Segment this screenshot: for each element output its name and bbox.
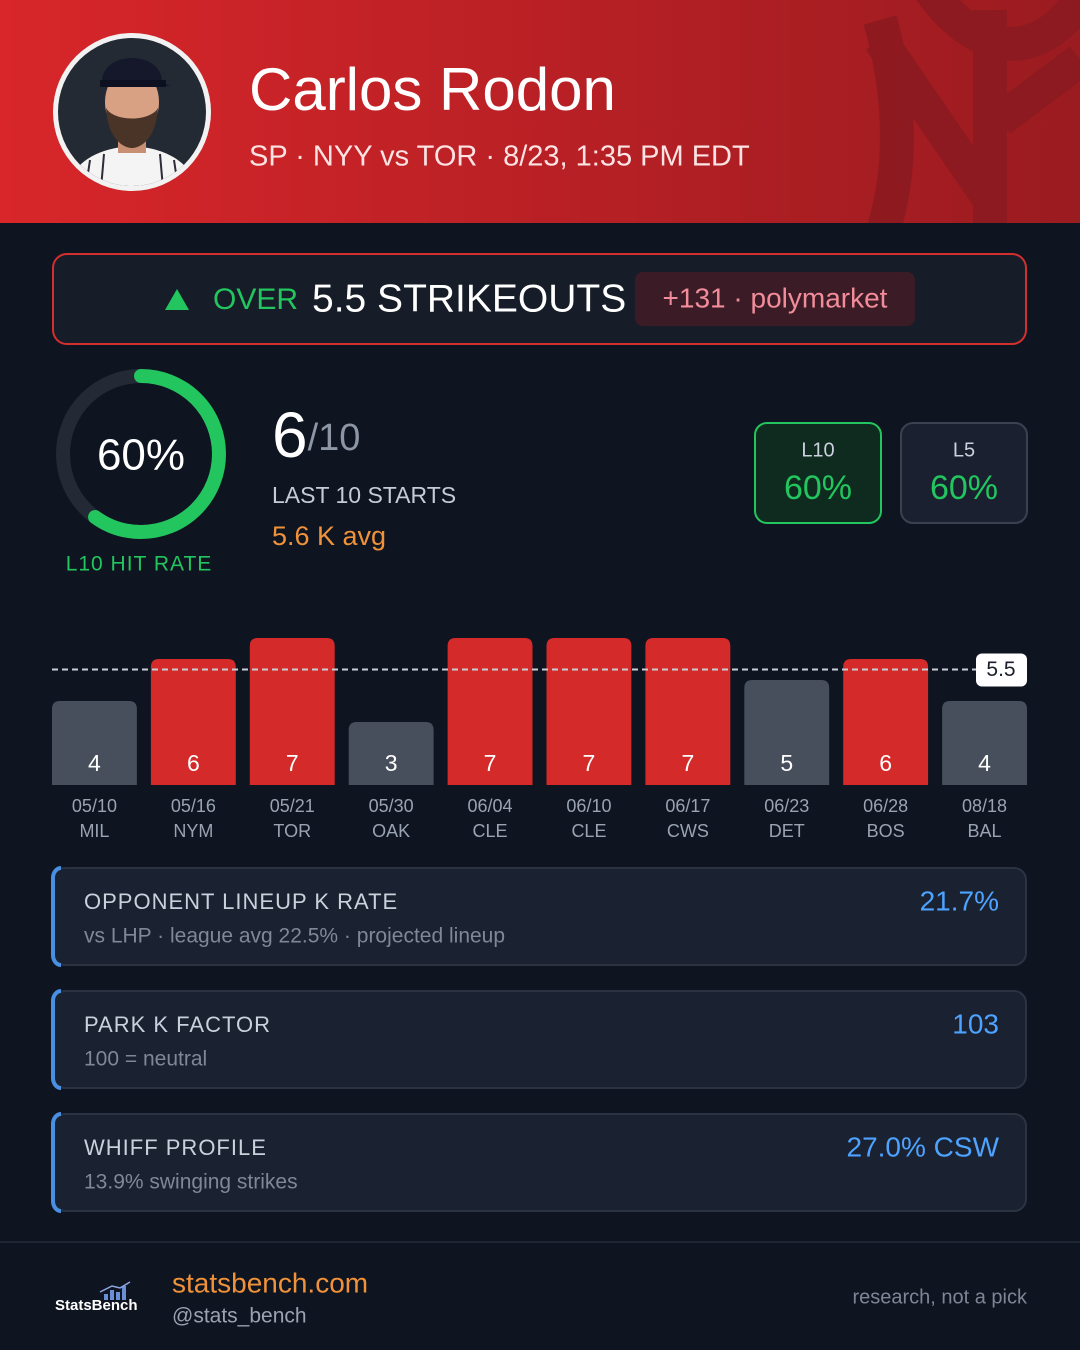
factor-detail: vs LHP · league avg 22.5% · projected li… — [84, 925, 505, 948]
x-tick-label: 06/28 — [863, 796, 908, 816]
x-tick-label: 05/30 — [369, 796, 414, 816]
x-tick-sublabel: OAK — [372, 821, 410, 841]
footer-site: statsbench.com — [172, 1267, 368, 1298]
prop-direction: OVER — [213, 283, 298, 316]
bar-value-label: 4 — [978, 750, 991, 776]
over-arrow — [165, 289, 189, 310]
bar-value-label: 7 — [583, 750, 596, 776]
split-value: 60% — [930, 469, 998, 507]
bar — [447, 638, 533, 785]
bar-value-label: 6 — [879, 750, 892, 776]
split-box — [900, 422, 1028, 524]
bar — [645, 638, 731, 785]
factor-card: WHIFF PROFILE 13.9% swinging strikes 27.… — [51, 1112, 1027, 1213]
split-label: L10 — [801, 439, 834, 461]
x-tick-label: 05/21 — [270, 796, 315, 816]
split-value: 60% — [784, 469, 852, 507]
bar-value-label: 7 — [286, 750, 299, 776]
record: 6/10 — [272, 399, 360, 471]
factor-detail: 100 = neutral — [84, 1048, 207, 1071]
bar-value-label: 6 — [187, 750, 200, 776]
bar — [150, 659, 236, 785]
x-tick-sublabel: CLE — [473, 821, 508, 841]
footer-handle: @stats_bench — [172, 1305, 307, 1328]
prop-odds: +131 · polymarket — [663, 282, 888, 313]
hit-rate-caption: L10 HIT RATE — [66, 553, 213, 576]
x-tick-label: 06/10 — [566, 796, 611, 816]
x-tick-label: 06/17 — [665, 796, 710, 816]
x-tick-sublabel: DET — [769, 821, 805, 841]
bar-value-label: 7 — [484, 750, 497, 776]
factor-value: 27.0% CSW — [847, 1131, 1000, 1162]
bar-value-label: 5 — [780, 750, 793, 776]
hit-rate-label: 60% — [97, 431, 185, 480]
split-box — [754, 422, 882, 524]
bar-chart: 4 05/10 MIL 6 05/16 NYM 7 05/21 TOR 3 05/30 OAK 7 06/… — [52, 638, 1027, 841]
x-tick-sublabel: NYM — [173, 821, 213, 841]
factor-title: WHIFF PROFILE — [84, 1135, 267, 1160]
factor-value: 103 — [952, 1008, 999, 1039]
avatar — [53, 33, 211, 191]
split-label: L5 — [953, 439, 975, 461]
x-tick-sublabel: MIL — [79, 821, 109, 841]
x-tick-sublabel: BAL — [968, 821, 1002, 841]
logo-text: StatsBench — [55, 1297, 138, 1314]
bar-value-label: 3 — [385, 750, 398, 776]
prop-line: 5.5 STRIKEOUTS — [312, 277, 626, 320]
footer-disclaimer: research, not a pick — [852, 1286, 1028, 1308]
odds-pill — [635, 272, 915, 326]
factor-title: PARK K FACTOR — [84, 1012, 271, 1037]
player-name: Carlos Rodon — [249, 56, 616, 123]
bar — [52, 701, 137, 785]
team-watermark — [863, 0, 1080, 223]
game-info: SP · NYY vs TOR · 8/23, 1:35 PM EDT — [249, 141, 750, 173]
bar-value-label: 7 — [681, 750, 694, 776]
factor-detail: 13.9% swinging strikes — [84, 1171, 298, 1194]
record-caption: LAST 10 STARTS — [272, 482, 456, 508]
logo-icon — [99, 1281, 131, 1300]
record-total: /10 — [308, 417, 361, 459]
x-tick-sublabel: CLE — [571, 821, 606, 841]
factor-value: 21.7% — [920, 885, 999, 916]
hit-rate-ring — [56, 369, 226, 539]
bar — [546, 638, 632, 785]
bar-value-label: 4 — [88, 750, 101, 776]
x-tick-label: 06/04 — [468, 796, 513, 816]
threshold-badge — [976, 653, 1027, 687]
bar — [249, 638, 335, 785]
record-average: 5.6 K avg — [272, 521, 386, 551]
x-tick-label: 08/18 — [962, 796, 1007, 816]
factor-card: OPPONENT LINEUP K RATE vs LHP · league a… — [51, 866, 1027, 967]
bar — [843, 659, 929, 785]
x-tick-sublabel: BOS — [867, 821, 905, 841]
threshold-label: 5.5 — [986, 658, 1015, 681]
x-tick-sublabel: TOR — [273, 821, 311, 841]
x-tick-sublabel: CWS — [667, 821, 709, 841]
x-tick-label: 05/10 — [72, 796, 117, 816]
factor-title: OPPONENT LINEUP K RATE — [84, 889, 398, 914]
factor-card: PARK K FACTOR 100 = neutral 103 — [51, 989, 1027, 1090]
bar — [942, 701, 1027, 785]
x-tick-label: 05/16 — [171, 796, 216, 816]
bar — [348, 722, 434, 785]
x-tick-label: 06/23 — [764, 796, 809, 816]
bar — [744, 680, 830, 785]
record-hits: 6 — [272, 399, 308, 471]
